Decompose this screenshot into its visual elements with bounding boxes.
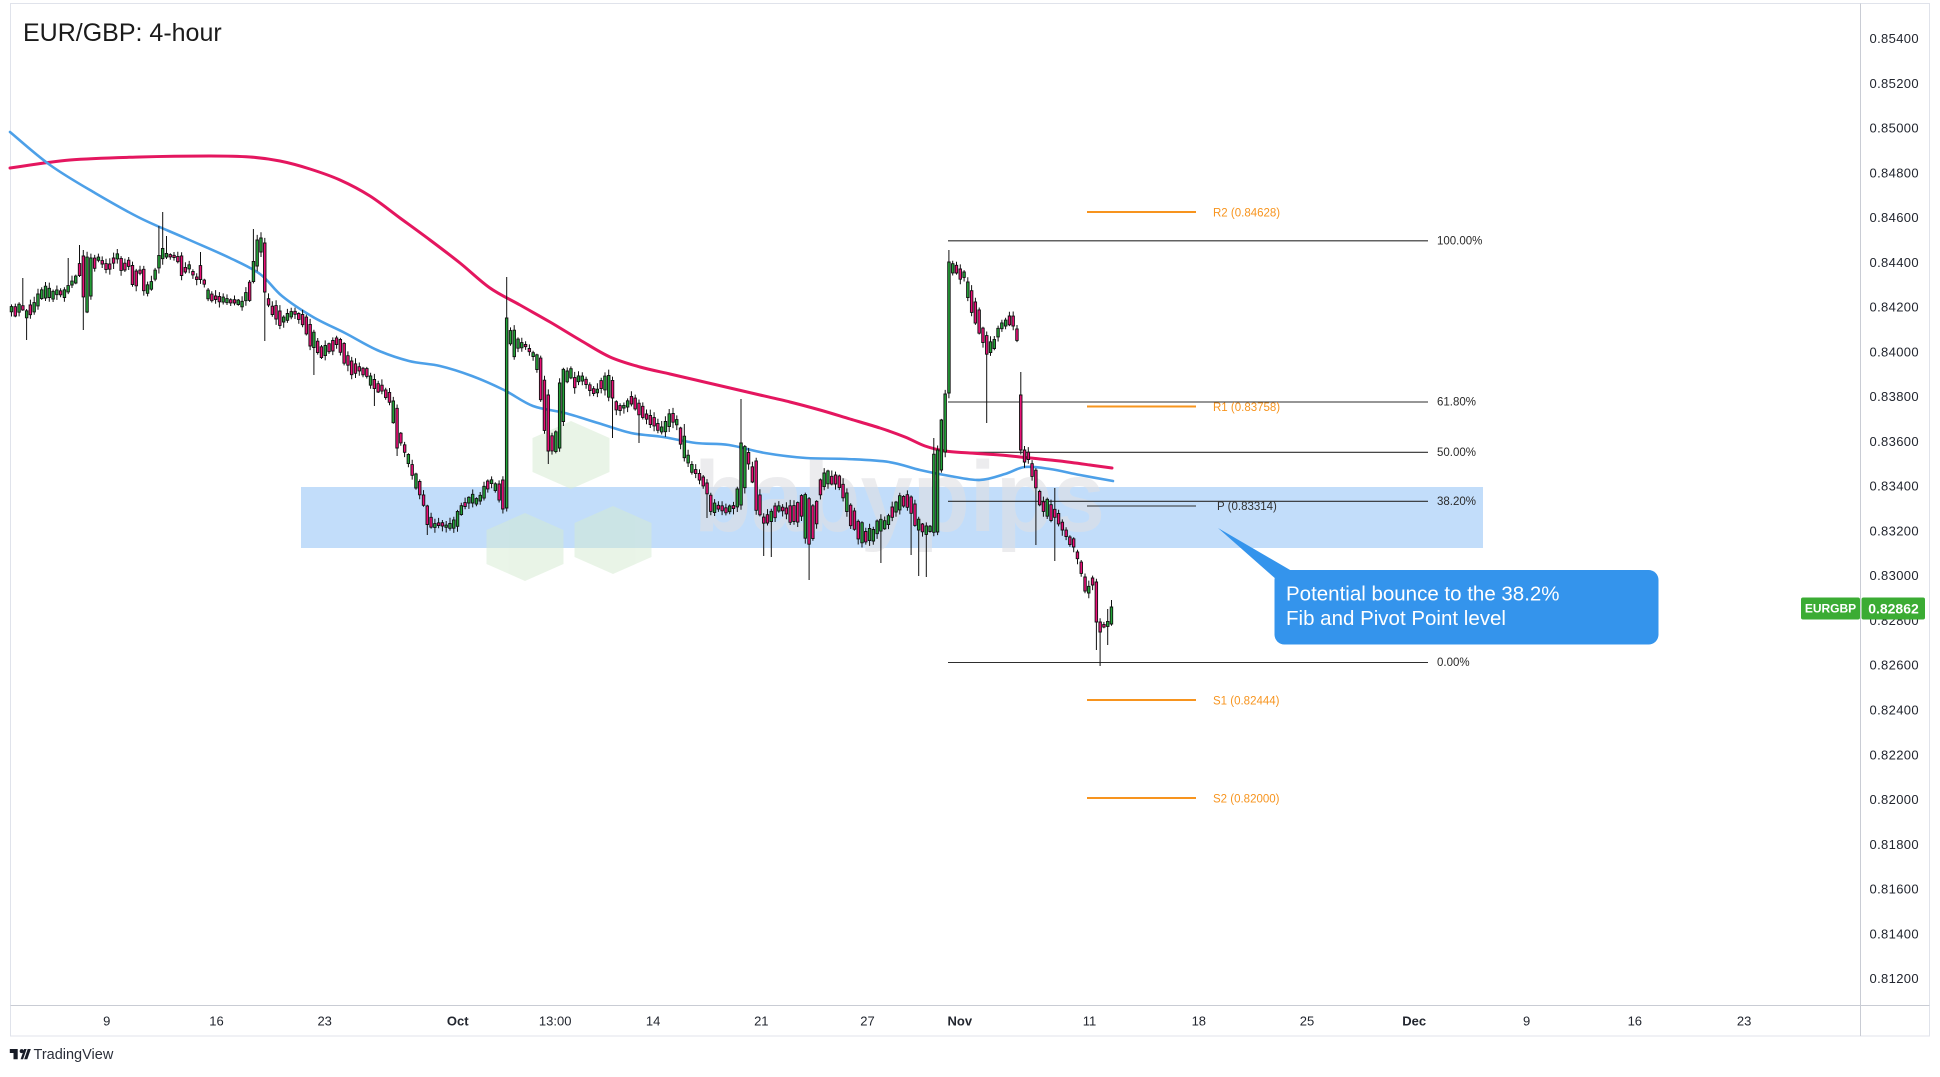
svg-text:0.82600: 0.82600 [1870, 658, 1919, 673]
svg-text:Potential bounce to the 38.2%: Potential bounce to the 38.2% [1286, 583, 1560, 606]
svg-text:0.83000: 0.83000 [1870, 568, 1919, 583]
svg-text:0.84400: 0.84400 [1870, 255, 1919, 270]
svg-text:TradingView: TradingView [34, 1047, 114, 1063]
svg-text:0.00%: 0.00% [1437, 657, 1470, 669]
svg-text:50.00%: 50.00% [1437, 447, 1476, 459]
svg-text:0.85200: 0.85200 [1870, 76, 1919, 91]
svg-text:0.81600: 0.81600 [1870, 882, 1919, 897]
svg-text:61.80%: 61.80% [1437, 397, 1476, 409]
svg-text:EUR/GBP: 4-hour: EUR/GBP: 4-hour [23, 19, 222, 47]
svg-text:0.81400: 0.81400 [1870, 926, 1919, 941]
svg-text:R1 (0.83758): R1 (0.83758) [1213, 402, 1280, 414]
svg-text:S2 (0.82000): S2 (0.82000) [1213, 794, 1280, 806]
svg-text:0.84600: 0.84600 [1870, 210, 1919, 225]
svg-text:S1 (0.82444): S1 (0.82444) [1213, 696, 1280, 708]
svg-text:0.83800: 0.83800 [1870, 389, 1919, 404]
svg-text:0.81800: 0.81800 [1870, 837, 1919, 852]
svg-text:0.83400: 0.83400 [1870, 479, 1919, 494]
svg-text:0.82000: 0.82000 [1870, 792, 1919, 807]
svg-text:0.82400: 0.82400 [1870, 703, 1919, 718]
svg-text:0.84800: 0.84800 [1870, 165, 1919, 180]
svg-text:Nov: Nov [948, 1014, 973, 1029]
svg-text:0.84000: 0.84000 [1870, 344, 1919, 359]
svg-text:0.81200: 0.81200 [1870, 971, 1919, 986]
svg-text:38.20%: 38.20% [1437, 496, 1476, 508]
svg-text:9: 9 [1523, 1014, 1530, 1029]
svg-text:0.85000: 0.85000 [1870, 121, 1919, 136]
svg-text:23: 23 [317, 1014, 331, 1029]
svg-text:0.82200: 0.82200 [1870, 747, 1919, 762]
svg-text:14: 14 [646, 1014, 660, 1029]
svg-text:R2 (0.84628): R2 (0.84628) [1213, 208, 1280, 220]
svg-text:0.84200: 0.84200 [1870, 300, 1919, 315]
svg-text:Dec: Dec [1402, 1014, 1426, 1029]
svg-text:13:00: 13:00 [539, 1014, 572, 1029]
svg-text:23: 23 [1737, 1014, 1751, 1029]
svg-text:0.83600: 0.83600 [1870, 434, 1919, 449]
svg-text:EURGBP: EURGBP [1805, 602, 1856, 616]
svg-text:0.82862: 0.82862 [1868, 601, 1919, 617]
svg-text:0.85400: 0.85400 [1870, 31, 1919, 46]
svg-text:27: 27 [860, 1014, 874, 1029]
svg-text:0.83200: 0.83200 [1870, 524, 1919, 539]
svg-text:21: 21 [754, 1014, 768, 1029]
svg-text:P (0.83314): P (0.83314) [1217, 501, 1277, 513]
svg-text:25: 25 [1300, 1014, 1314, 1029]
svg-text:16: 16 [1628, 1014, 1642, 1029]
svg-text:9: 9 [103, 1014, 110, 1029]
svg-text:Oct: Oct [447, 1014, 469, 1029]
svg-text:11: 11 [1083, 1014, 1097, 1029]
svg-text:16: 16 [209, 1014, 223, 1029]
svg-text:18: 18 [1192, 1014, 1206, 1029]
svg-text:Fib and Pivot Point level: Fib and Pivot Point level [1286, 607, 1506, 630]
svg-text:100.00%: 100.00% [1437, 236, 1482, 248]
